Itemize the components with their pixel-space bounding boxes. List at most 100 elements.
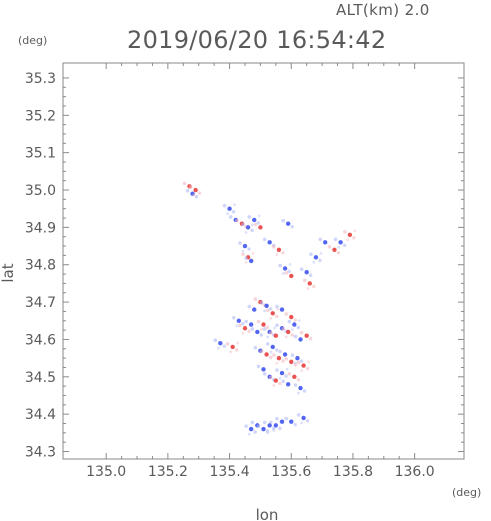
scatter-point-fringe (253, 345, 258, 350)
scatter-point (301, 415, 306, 421)
scatter-point (322, 240, 328, 245)
scatter-point (248, 322, 254, 327)
scatter-point-fringe (247, 304, 252, 309)
scatter-point-fringe (352, 236, 356, 240)
scatter-point (285, 329, 291, 335)
scatter-point (285, 221, 291, 226)
scatter-point-fringe (290, 328, 294, 331)
scatter-point-fringe (293, 334, 298, 339)
scatter-point (279, 370, 285, 376)
scatter-point-fringe (288, 263, 292, 266)
scatter-point (285, 382, 291, 387)
scatter-point-fringe (244, 319, 248, 324)
scatter-point-fringe (241, 249, 245, 253)
scatter-point-fringe (290, 353, 295, 357)
x-tick-label: 135.6 (271, 464, 311, 480)
scatter-point (242, 326, 248, 331)
scatter-point-fringe (253, 430, 257, 434)
scatter-point-fringe (250, 420, 255, 425)
scatter-point-fringe (343, 230, 347, 234)
scatter-point-fringe (300, 421, 303, 425)
scatter-point-fringe (296, 413, 301, 417)
scatter-point-fringe (231, 209, 236, 214)
scatter-point-fringe (287, 269, 291, 274)
scatter-point-fringe (308, 273, 313, 277)
scatter-point (252, 307, 257, 312)
scatter-point-fringe (298, 319, 301, 322)
y-tick-label: 35.1 (25, 146, 56, 162)
scatter-point-fringe (269, 375, 273, 380)
scatter-point-fringe (272, 353, 276, 357)
scatter-point-fringe (342, 243, 347, 248)
scatter-point-fringe (226, 212, 229, 216)
y-tick-label: 35.0 (25, 183, 56, 199)
y-tick-label: 35.3 (25, 71, 56, 87)
scatter-point-fringe (300, 369, 303, 373)
scatter-point (282, 352, 288, 357)
scatter-point-fringe (302, 278, 307, 283)
scatter-point-fringe (269, 330, 273, 335)
scatter-point (242, 243, 248, 249)
y-tick-label: 35.2 (25, 108, 56, 124)
scatter-point-fringe (260, 328, 263, 331)
y-tick-label: 34.5 (25, 370, 56, 386)
scatter-point-fringe (284, 335, 288, 339)
scatter-point-fringe (266, 428, 270, 432)
scatter-point-fringe (225, 342, 230, 346)
scatter-point (279, 307, 285, 312)
scatter-point (264, 352, 269, 357)
scatter-point-fringe (308, 337, 313, 341)
scatter-point (270, 344, 275, 350)
scatter-point-fringe (222, 203, 227, 208)
scatter-point (347, 232, 353, 238)
scatter-point-fringe (185, 188, 190, 193)
scatter-point-fringe (241, 252, 245, 257)
scatter-point-fringe (337, 245, 341, 249)
scatter-point (273, 378, 279, 383)
scatter-point-fringe (312, 260, 316, 264)
scatter-point-fringe (299, 330, 304, 335)
y-tick-label: 34.6 (25, 332, 56, 348)
scatter-point-fringe (278, 263, 282, 268)
scatter-point (289, 273, 294, 279)
scatter-point (304, 270, 309, 275)
scatter-point (273, 423, 279, 428)
scatter-point-fringe (287, 372, 292, 376)
scatter-point (252, 217, 257, 223)
scatter-point (245, 225, 251, 230)
scatter-point (248, 426, 254, 432)
scatter-point-fringe (290, 224, 294, 229)
scatter-point-fringe (278, 381, 282, 386)
scatter-point-fringe (309, 252, 313, 257)
scatter-point-fringe (238, 241, 242, 245)
scatter-point-fringe (275, 368, 279, 372)
scatter-point-fringe (247, 247, 251, 251)
scatter-point (289, 359, 294, 365)
scatter-point-fringe (293, 422, 297, 427)
scatter-point (276, 355, 282, 361)
scatter-point-fringe (244, 260, 248, 264)
x-tick-label: 135.0 (86, 464, 126, 480)
scatter-point-fringe (305, 419, 310, 423)
scatter-point-fringe (297, 391, 300, 395)
scatter-point (301, 363, 306, 368)
scatter-point-fringe (259, 301, 264, 305)
scatter-point-fringe (278, 426, 282, 431)
scatter-point (236, 318, 242, 323)
scatter-point-fringe (302, 389, 307, 393)
ticks-layer: 135.0 135.2 135.4 135.6 135.8 136.0 34.3 34.4 34… (25, 63, 464, 480)
scatter-point (193, 187, 198, 193)
scatter-point-fringe (235, 324, 239, 328)
scatter-point (227, 206, 232, 211)
scatter-point-fringe (262, 237, 267, 242)
scatter-point (304, 333, 309, 338)
scatter-point-fringe (312, 284, 316, 289)
scatter-point-fringe (287, 319, 292, 324)
x-tick-label: 135.4 (210, 464, 250, 480)
scatter-point-fringe (284, 312, 289, 316)
scatter-point-fringe (256, 319, 261, 324)
scatter-point-fringe (233, 203, 236, 206)
scatter-point (332, 247, 337, 252)
scatter-point-fringe (250, 228, 254, 233)
